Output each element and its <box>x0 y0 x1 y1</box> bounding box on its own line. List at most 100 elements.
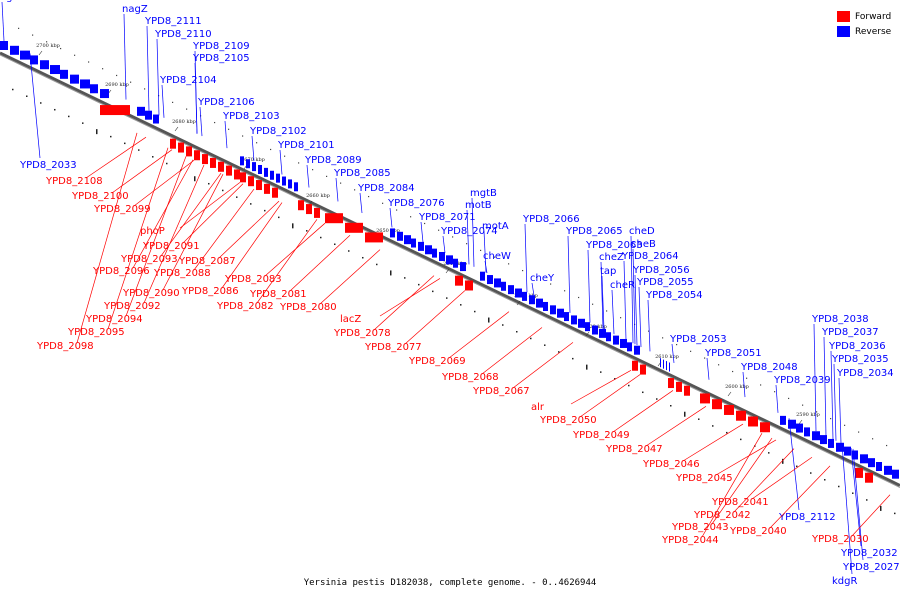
scale-dot <box>236 196 238 198</box>
tick-label: 2690 kbp <box>105 82 129 88</box>
reverse-gene-label: YPD8_2063 <box>585 240 643 251</box>
forward-leader <box>701 433 763 538</box>
reverse-gene-label: YPD8_2101 <box>277 140 335 151</box>
forward-swatch <box>837 11 850 22</box>
scale-dot <box>718 364 720 366</box>
tick-mark <box>727 391 732 397</box>
reverse-leader <box>466 209 470 265</box>
tick-mark <box>798 419 803 425</box>
scale-dot <box>194 176 196 182</box>
reverse-gene <box>663 359 664 369</box>
forward-gene <box>240 172 246 183</box>
reverse-gene-label: YPD8_2027 <box>842 562 900 573</box>
reverse-gene <box>613 335 619 345</box>
scale-dot <box>620 317 622 319</box>
reverse-gene-label: YPD8_2066 <box>522 214 580 225</box>
reverse-gene <box>820 435 827 445</box>
reverse-leader <box>823 336 827 436</box>
legend-forward: Forward <box>837 9 891 24</box>
forward-gene <box>640 364 646 375</box>
reverse-gene <box>425 245 432 255</box>
legend-reverse-label: Reverse <box>855 26 892 37</box>
legend-forward-label: Forward <box>855 11 892 22</box>
reverse-gene-label: YPD8_2039 <box>773 375 831 386</box>
forward-gene <box>170 138 176 149</box>
forward-gene <box>684 385 690 396</box>
forward-leader <box>125 156 187 317</box>
reverse-gene <box>836 442 844 452</box>
forward-gene <box>314 207 320 218</box>
reverse-leader <box>601 275 605 330</box>
reverse-leader <box>587 249 591 323</box>
scale-dot <box>530 337 532 340</box>
scale-dot <box>698 418 700 420</box>
reverse-gene <box>634 345 640 355</box>
reverse-leader <box>442 235 446 253</box>
scale-dot <box>340 182 342 184</box>
reverse-leader <box>630 235 634 344</box>
forward-leader <box>221 202 283 289</box>
tick-mark <box>38 50 43 56</box>
reverse-gene-label: YPD8_2105 <box>192 53 250 64</box>
forward-gene <box>272 187 278 198</box>
scale-dot <box>124 142 126 145</box>
forward-gene <box>712 399 722 410</box>
scale-dot <box>572 357 574 360</box>
forward-gene-label: YPD8_2087 <box>178 256 236 267</box>
reverse-gene <box>137 106 145 116</box>
scale-dot <box>746 377 748 379</box>
scale-dot <box>438 229 440 231</box>
forward-gene-label: YPD8_2100 <box>71 191 129 202</box>
scale-dot <box>536 276 538 278</box>
forward-leader <box>715 439 777 476</box>
scale-dot <box>446 297 448 299</box>
forward-gene <box>465 280 473 291</box>
reverse-gene-label: YPD8_2032 <box>840 548 898 559</box>
scale-dot <box>116 74 118 77</box>
scale-dot <box>774 391 776 393</box>
scale-dot <box>544 344 546 346</box>
scale-dot <box>712 425 714 427</box>
forward-gene-label: YPD8_2094 <box>85 314 143 325</box>
forward-gene-label: YPD8_2067 <box>472 386 530 397</box>
scale-dot <box>600 371 602 373</box>
reverse-gene <box>153 114 159 124</box>
reverse-gene <box>90 84 98 94</box>
legend: Forward Reverse <box>837 9 891 39</box>
reverse-gene-label: YPD8_2035 <box>831 354 889 365</box>
forward-leader <box>289 234 351 292</box>
reverse-gene <box>390 228 395 238</box>
reverse-gene-label: YPD8_2106 <box>197 97 255 108</box>
reverse-gene <box>557 308 564 318</box>
scale-dot <box>690 350 692 352</box>
scale-dot <box>60 47 62 50</box>
forward-gene-label: YPD8_2045 <box>675 473 733 484</box>
forward-gene <box>100 105 130 116</box>
tick-label: 2610 kbp <box>655 354 679 360</box>
reverse-gene <box>529 295 535 305</box>
reverse-gene <box>804 427 810 437</box>
forward-leader <box>111 149 173 194</box>
reverse-gene <box>0 41 8 50</box>
forward-gene <box>668 378 674 389</box>
reverse-leader <box>146 25 150 111</box>
forward-leader <box>481 327 543 375</box>
reverse-leader <box>838 377 842 444</box>
scale-dot <box>102 68 104 70</box>
reverse-gene-label: cheB <box>631 239 656 250</box>
reverse-leader <box>841 443 853 575</box>
reverse-gene-label: cheR <box>610 280 635 291</box>
forward-gene-label: phoP <box>140 226 165 237</box>
reverse-gene-label: YPD8_2065 <box>565 226 623 237</box>
scale-dot <box>480 249 482 252</box>
scale-dot <box>284 155 286 157</box>
forward-leader <box>733 448 795 513</box>
reverse-leader <box>567 235 571 313</box>
reverse-gene-label: YPD8_2034 <box>836 368 894 379</box>
scale-dot <box>172 101 174 103</box>
scale-dot <box>768 452 770 454</box>
reverse-gene <box>432 248 437 258</box>
scale-dot <box>326 175 328 177</box>
forward-gene-label: YPD8_2044 <box>661 535 719 546</box>
